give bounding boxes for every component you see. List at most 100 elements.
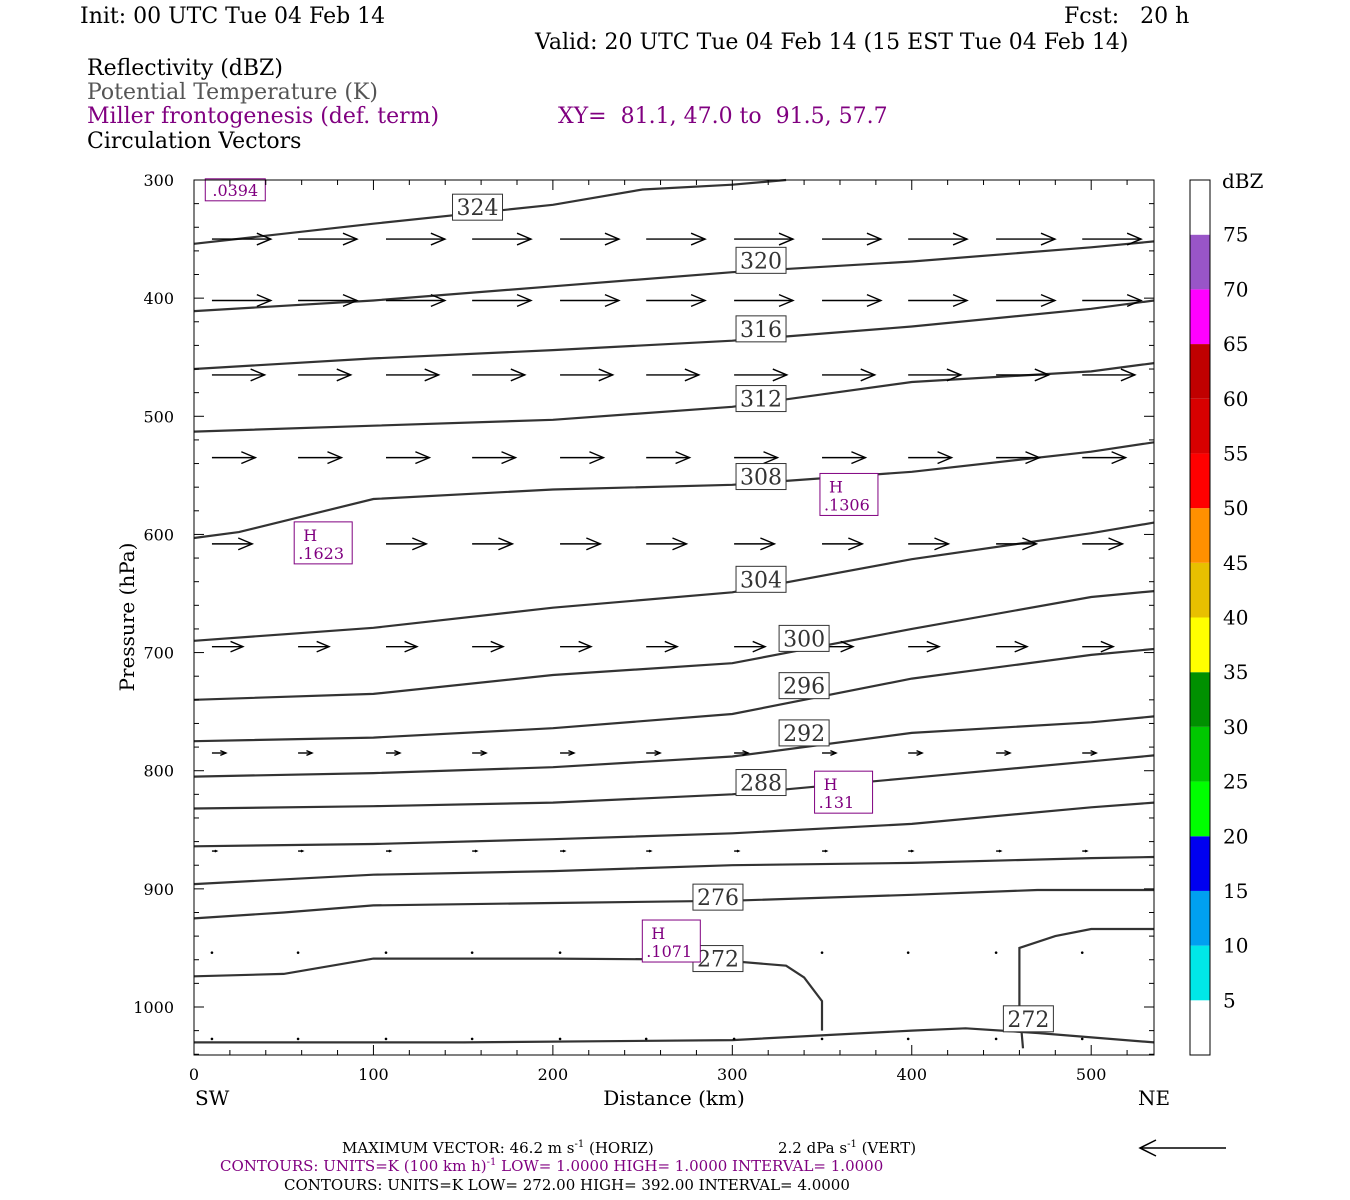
- vector-head: [690, 232, 707, 246]
- contour-label-box: [692, 945, 744, 973]
- x-axis-left-label: SW: [195, 1086, 230, 1110]
- colorbar-swatch: [1190, 890, 1210, 946]
- vector-head: [430, 232, 447, 246]
- frontogenesis-max: H.131: [814, 770, 874, 814]
- vector-head: [675, 451, 692, 465]
- vector-head: [336, 368, 353, 382]
- colorbar-tick-label: 10: [1223, 934, 1248, 958]
- circulation-vector: [646, 750, 662, 756]
- vector-head: [1040, 293, 1057, 308]
- vector-dot: [1080, 951, 1084, 954]
- circulation-vector: [1082, 451, 1128, 465]
- vector-dot: [732, 1037, 736, 1041]
- contour-label-box: [735, 246, 787, 274]
- circulation-vector: [646, 849, 653, 853]
- x-tick-label: 100: [358, 1065, 389, 1084]
- vector-head: [763, 451, 780, 465]
- vector-head: [690, 293, 707, 308]
- contour-label-text: 288: [740, 772, 782, 797]
- vector-head: [516, 232, 533, 246]
- circulation-vector: [822, 232, 883, 246]
- vector-head: [237, 537, 255, 551]
- vector-head: [998, 849, 1003, 853]
- frontogenesis-box: [293, 521, 353, 565]
- circulation-vector: [734, 640, 767, 653]
- colorbar-swatch: [1190, 234, 1210, 290]
- field-reflectivity: Reflectivity (dBZ): [87, 56, 283, 81]
- theta-contour-276: [193, 888, 1154, 920]
- contour-label-box: [692, 883, 744, 911]
- theta-contour-296: [193, 647, 1155, 743]
- theta-contour-unlabeled-14: [194, 1027, 1155, 1044]
- circulation-vector: [298, 293, 359, 308]
- circulation-vector: [822, 451, 868, 465]
- plot-area: [194, 180, 1154, 1055]
- vector-head: [1126, 293, 1143, 308]
- vector-head: [300, 849, 305, 853]
- vector-head: [952, 232, 969, 246]
- vector-dot: [296, 1037, 300, 1041]
- vector-dot: [906, 951, 910, 954]
- vector-head: [840, 640, 855, 653]
- circulation-vector: [1082, 368, 1137, 382]
- circulation-vector: [908, 232, 969, 246]
- colorbar-frame: [1189, 179, 1211, 1056]
- vector-head: [256, 293, 273, 308]
- circulation-vector: [908, 368, 963, 382]
- colorbar-title: dBZ: [1222, 169, 1264, 193]
- colorbar-tick-label: 20: [1223, 824, 1248, 848]
- circulation-vector: [1082, 293, 1143, 308]
- x-tick-label: 400: [896, 1065, 927, 1084]
- x-tick-label: 200: [538, 1065, 569, 1084]
- circulation-vector: [646, 537, 689, 551]
- contour-label-288: 288: [735, 769, 787, 797]
- colorbar-tick-label: 45: [1223, 551, 1248, 575]
- colorbar-swatch: [1190, 508, 1210, 563]
- vector-head: [498, 537, 515, 551]
- vector-head: [648, 849, 653, 853]
- contour-label-text: 300: [783, 627, 825, 652]
- circulation-vector: [210, 1037, 214, 1041]
- contour-label-box: [1002, 1005, 1054, 1033]
- frontogenesis-h: H: [824, 775, 838, 794]
- vector-head: [778, 232, 795, 246]
- circulation-vector: [472, 293, 533, 308]
- vector-head: [501, 451, 518, 465]
- colorbar-swatch: [1190, 726, 1210, 782]
- circulation-vector: [908, 849, 915, 853]
- vector-dot: [210, 951, 214, 954]
- vector-head: [256, 232, 273, 246]
- circulation-vector: [558, 951, 562, 954]
- vector-dot: [994, 951, 998, 954]
- circulation-vector: [560, 640, 593, 653]
- circulation-vector: [210, 951, 214, 954]
- theta-contour-304: [193, 521, 1155, 642]
- theta-contour-324: [193, 178, 787, 245]
- circulation-vector: [906, 951, 910, 954]
- circulation-vector: [560, 232, 621, 246]
- vector-head: [760, 537, 777, 551]
- colorbar-swatch: [1190, 836, 1210, 891]
- circulation-vector: [472, 451, 518, 465]
- circulation-vector: [472, 849, 479, 853]
- circulation-vector: [386, 750, 402, 756]
- circulation-vector: [472, 232, 533, 246]
- circulation-vector: [296, 1037, 300, 1041]
- contour-label-316: 316: [735, 315, 787, 343]
- field-circulation-vectors: Circulation Vectors: [87, 129, 302, 154]
- vector-head: [824, 849, 829, 853]
- y-tick-label: 300: [143, 171, 174, 190]
- vector-head: [742, 750, 750, 756]
- y-tick-label: 500: [143, 407, 174, 426]
- colorbar-swatch: [1190, 945, 1210, 1001]
- vector-head: [772, 368, 789, 382]
- contour-label-box: [735, 315, 787, 343]
- circulation-vector: [734, 293, 795, 308]
- max-vector-vert: 2.2 dPa s-1 (VERT): [778, 1139, 916, 1157]
- frontogenesis-max: .0394: [204, 178, 266, 202]
- colorbar-tick-label: 25: [1223, 770, 1248, 794]
- circulation-vector: [386, 232, 447, 246]
- contour-label-292: 292: [778, 719, 830, 747]
- circulation-vector: [908, 537, 951, 551]
